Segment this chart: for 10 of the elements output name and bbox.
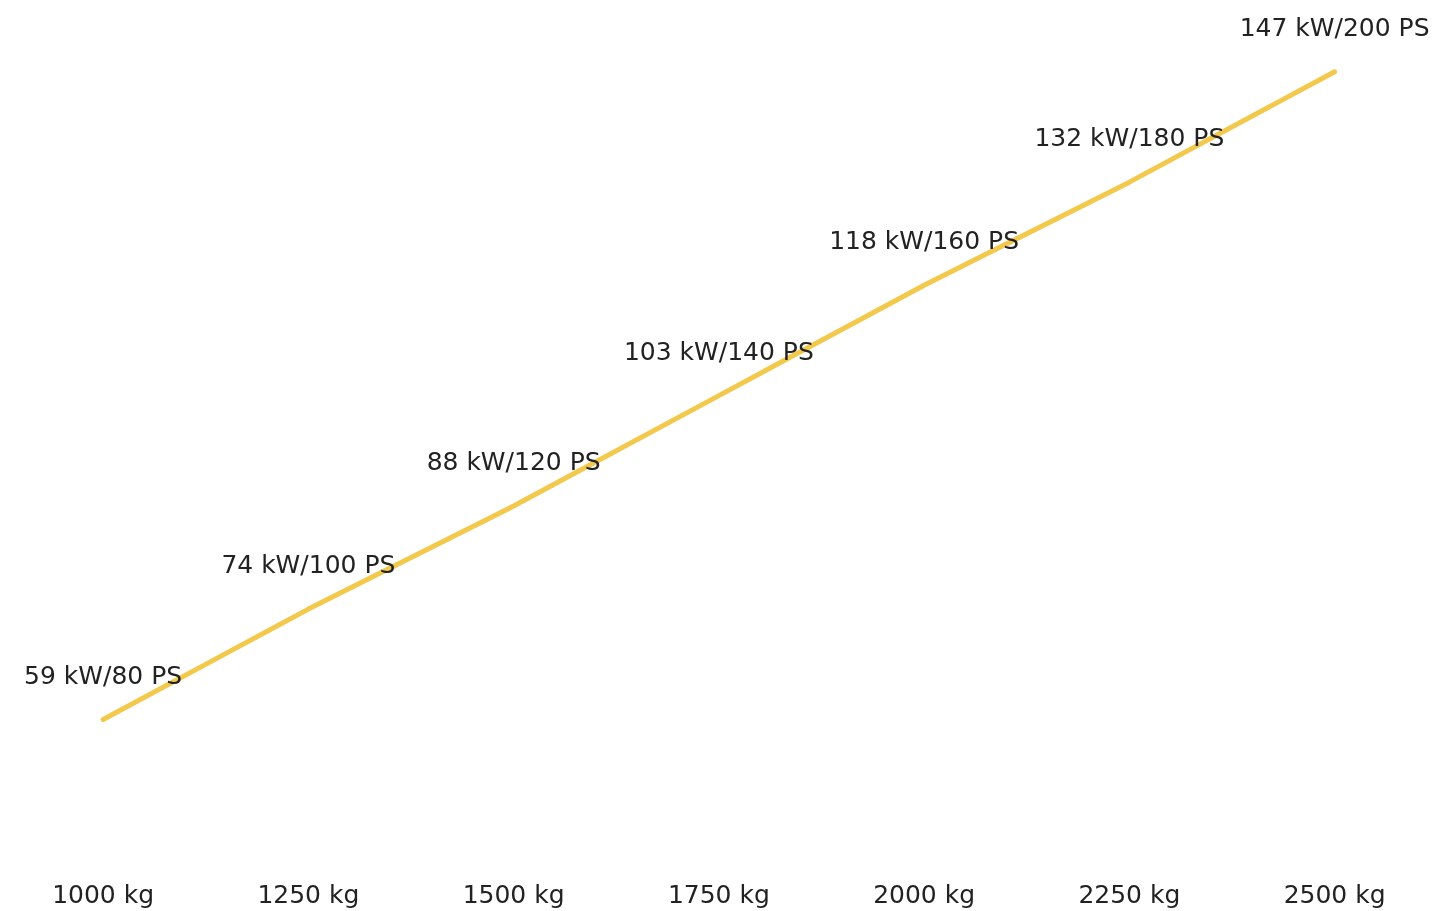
x-tick-label: 1750 kg bbox=[667, 879, 770, 909]
x-tick-label: 1250 kg bbox=[257, 879, 360, 909]
data-label: 74 kW/100 PS bbox=[221, 550, 396, 580]
x-tick-label: 1000 kg bbox=[52, 879, 155, 909]
x-tick-label: 1500 kg bbox=[462, 879, 565, 909]
x-tick-label: 2500 kg bbox=[1283, 879, 1386, 909]
x-tick-label: 2250 kg bbox=[1078, 879, 1181, 909]
data-label: 147 kW/200 PS bbox=[1239, 12, 1430, 42]
x-tick-label: 2000 kg bbox=[873, 879, 976, 909]
data-label: 59 kW/80 PS bbox=[24, 660, 183, 690]
